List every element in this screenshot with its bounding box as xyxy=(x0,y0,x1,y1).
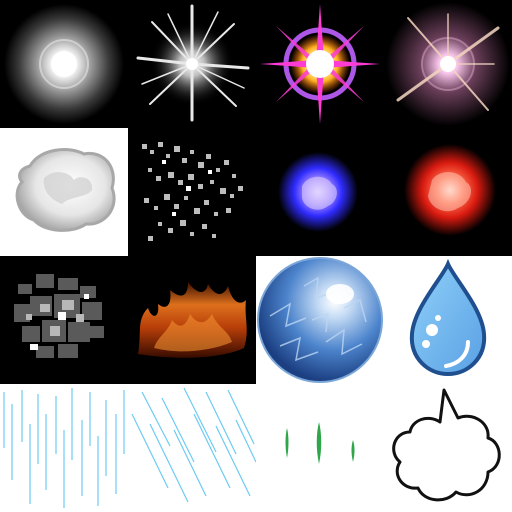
cloud-blob-icon xyxy=(0,128,128,256)
plasma-blue-sprite xyxy=(256,128,384,256)
ice-orb-icon xyxy=(256,256,384,384)
spiky-burst-icon xyxy=(128,0,256,128)
water-drop-icon xyxy=(384,256,512,384)
soft-glow-icon xyxy=(0,0,128,128)
ray-flare-icon xyxy=(384,0,512,128)
ice-ball-sprite xyxy=(256,256,384,384)
fire-icon xyxy=(128,256,256,384)
burst-spiky-sprite xyxy=(128,0,256,128)
pixel-dust-icon xyxy=(128,128,256,256)
glow-soft-sprite xyxy=(0,0,128,128)
grass-blades-sprite xyxy=(256,384,384,512)
rain-streaks-icon xyxy=(0,384,128,512)
red-plasma-icon xyxy=(384,128,512,256)
fire-sprite xyxy=(128,256,256,384)
plasma-red-sprite xyxy=(384,128,512,256)
blue-plasma-icon xyxy=(256,128,384,256)
speech-cloud-sprite xyxy=(384,384,512,512)
cloud-blob-sprite xyxy=(0,128,128,256)
rain-slanted-sprite xyxy=(128,384,256,512)
water-drop-sprite xyxy=(384,256,512,384)
smoke-pixel-sprite xyxy=(0,256,128,384)
flare-magenta-sprite xyxy=(256,0,384,128)
speech-cloud-icon xyxy=(384,384,512,512)
magenta-flare-icon xyxy=(256,0,384,128)
flare-rays-sprite xyxy=(384,0,512,128)
grass-blades-icon xyxy=(256,384,384,512)
slanted-rain-icon xyxy=(128,384,256,512)
pixel-smoke-icon xyxy=(0,256,128,384)
dust-pixel-sprite xyxy=(128,128,256,256)
rain-straight-sprite xyxy=(0,384,128,512)
